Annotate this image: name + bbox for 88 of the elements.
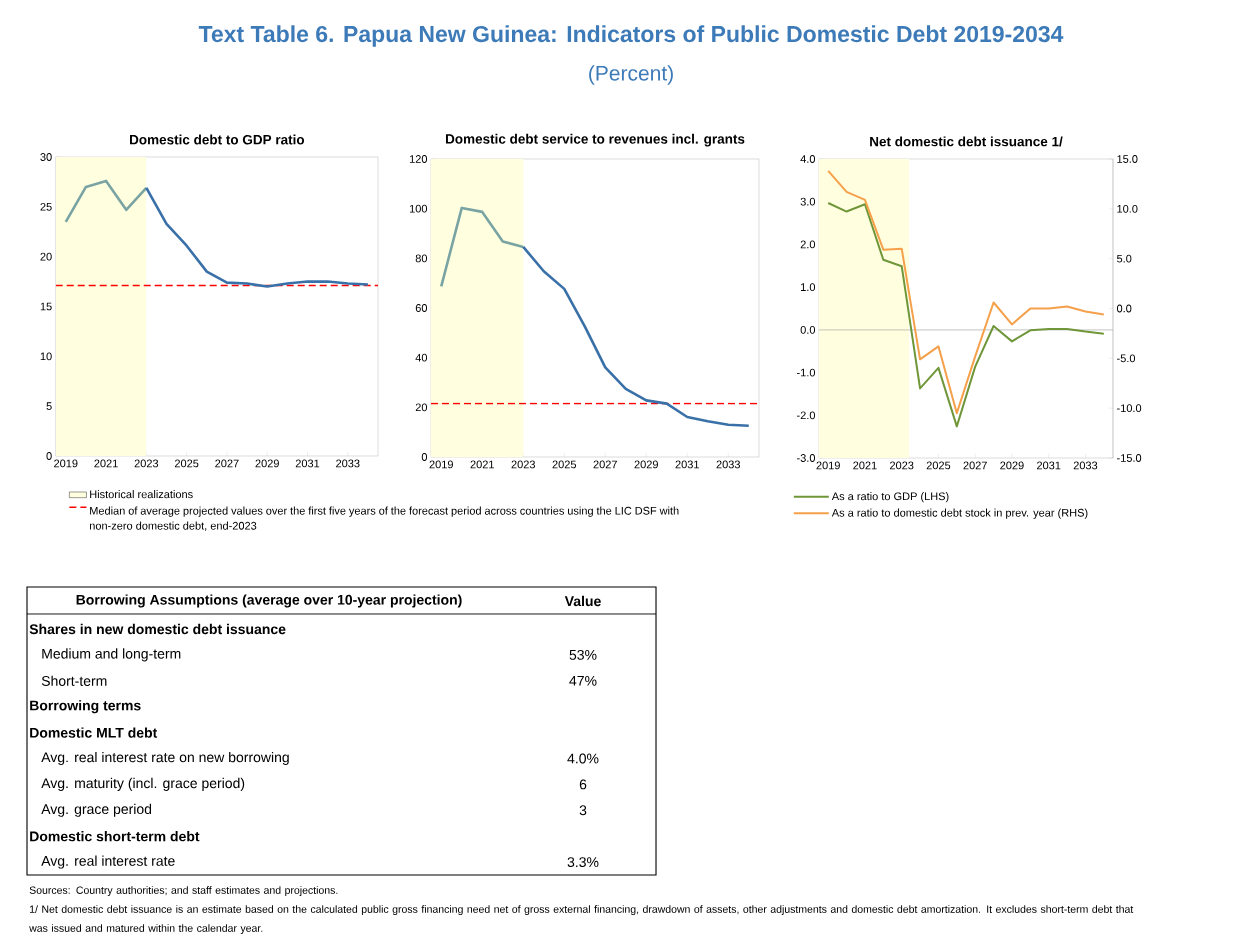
y-tick-label: -2.0 bbox=[797, 411, 816, 420]
x-tick-label: 2033 bbox=[1073, 461, 1098, 470]
text: Text Table 6. Papua New Guinea: Indicators of Public Domestic Debt 2019-2034 bbox=[198, 25, 1064, 47]
y2-tick-label: 10.0 bbox=[1117, 204, 1138, 213]
text: 4.0% bbox=[567, 753, 599, 764]
text: Value bbox=[564, 595, 601, 607]
text: 47% bbox=[569, 675, 597, 686]
y-tick-label: 80 bbox=[415, 254, 428, 263]
y-tick-label: 30 bbox=[40, 153, 52, 161]
y-tick-label: -3.0 bbox=[797, 454, 816, 462]
x-tick-label: 2019 bbox=[816, 461, 840, 470]
chart-title: Domestic debt to GDP ratio bbox=[130, 134, 305, 145]
x-tick-label: 2021 bbox=[470, 460, 494, 469]
line-series bbox=[827, 201, 1105, 428]
category-label: Avg. maturity (incl. grace period) bbox=[41, 777, 245, 791]
x-tick-label: 2029 bbox=[1000, 461, 1024, 470]
legend-label: As a ratio to domestic debt stock in prev. year (RHS) bbox=[831, 508, 1088, 519]
y-tick-label: 4.0 bbox=[800, 155, 816, 163]
line-series bbox=[145, 186, 370, 288]
line-series bbox=[521, 245, 751, 428]
y-tick-label: 15 bbox=[40, 302, 52, 311]
text: 1/ Net domestic debt issuance is an estimate based on the calculated public gross financing need net of gross external financing, drawdown of assets, other adjustments and domestic debt amortization. It excludes short-term debt that was issued and matured within the calendar year. bbox=[29, 905, 1134, 934]
x-tick-label: 2027 bbox=[215, 459, 239, 468]
y-tick-label: 60 bbox=[415, 304, 428, 312]
x-tick-label: 2023 bbox=[134, 459, 159, 468]
x-tick-label: 2031 bbox=[675, 460, 699, 469]
x-tick-label: 2021 bbox=[853, 461, 877, 470]
x-tick-label: 2031 bbox=[295, 459, 320, 468]
category-label: Domestic short-term debt bbox=[30, 831, 200, 842]
x-tick-label: 2031 bbox=[1037, 461, 1061, 470]
x-tick-label: 2021 bbox=[94, 459, 118, 468]
chart-title: Domestic debt service to revenues incl. grants bbox=[445, 133, 745, 147]
y2-tick-label: -5.0 bbox=[1117, 354, 1136, 363]
y-tick-label: 0 bbox=[421, 453, 428, 461]
line-series bbox=[439, 206, 525, 288]
y-tick-label: 3.0 bbox=[800, 197, 816, 206]
x-tick-label: 2027 bbox=[963, 461, 987, 470]
y-tick-label: 2.0 bbox=[800, 240, 816, 249]
x-tick-label: 2019 bbox=[429, 460, 453, 469]
legend-label: As a ratio to GDP (LHS) bbox=[831, 492, 949, 503]
x-tick-label: 2023 bbox=[890, 461, 914, 470]
x-tick-label: 2025 bbox=[174, 459, 199, 468]
line-series bbox=[64, 179, 148, 224]
y-tick-label: 25 bbox=[40, 202, 52, 211]
y2-tick-label: 5.0 bbox=[1116, 254, 1132, 263]
text: 6 bbox=[579, 779, 587, 790]
category-label: Avg. grace period bbox=[41, 803, 152, 817]
y-tick-label: -1.0 bbox=[797, 368, 816, 377]
x-tick-label: 2029 bbox=[255, 459, 279, 468]
source-note: Sources: Country authorities; and staff estimates and projections. bbox=[29, 886, 338, 896]
chart-title: Net domestic debt issuance 1/ bbox=[870, 136, 1063, 147]
line-series bbox=[827, 169, 1105, 415]
y-tick-label: 20 bbox=[415, 403, 428, 412]
text: 3 bbox=[579, 805, 587, 816]
y2-tick-label: -10.0 bbox=[1117, 404, 1142, 413]
text: 3.3% bbox=[567, 857, 599, 868]
text: (Percent) bbox=[589, 65, 673, 85]
x-tick-label: 2025 bbox=[926, 461, 951, 470]
category-label: Short-term bbox=[41, 675, 107, 686]
y-tick-label: 10 bbox=[40, 352, 52, 361]
x-tick-label: 2025 bbox=[552, 460, 577, 469]
y-tick-label: 40 bbox=[415, 353, 428, 362]
y2-tick-label: -15.0 bbox=[1117, 454, 1142, 462]
category-label: Domestic MLT debt bbox=[30, 727, 158, 738]
y-tick-label: 0.0 bbox=[800, 325, 816, 334]
y2-tick-label: 0.0 bbox=[1116, 304, 1132, 313]
text: 53% bbox=[569, 649, 597, 660]
x-tick-label: 2023 bbox=[511, 460, 535, 469]
legend-label: Historical realizations bbox=[90, 490, 193, 499]
y2-tick-label: 15.0 bbox=[1117, 155, 1138, 163]
y-tick-label: 1.0 bbox=[801, 283, 816, 292]
category-label: Shares in new domestic debt issuance bbox=[29, 623, 286, 635]
category-label: Avg. real interest rate on new borrowing bbox=[41, 751, 289, 766]
x-tick-label: 2027 bbox=[593, 460, 617, 469]
category-label: Avg. real interest rate bbox=[41, 855, 175, 869]
legend-label: Median of average projected values over the first five years of the forecast period across countries using the LIC DSF with non-zero domestic debt, end-2023 bbox=[89, 506, 679, 531]
y-tick-label: 120 bbox=[409, 155, 428, 163]
y-tick-label: 5 bbox=[46, 402, 52, 410]
y-tick-label: 100 bbox=[409, 204, 428, 213]
category-label: Borrowing terms bbox=[30, 700, 141, 714]
text: Borrowing Assumptions (average over 10-year projection) bbox=[76, 594, 462, 608]
x-tick-label: 2033 bbox=[716, 460, 740, 469]
category-label: Medium and long-term bbox=[42, 648, 181, 662]
x-tick-label: 2029 bbox=[634, 460, 658, 469]
x-tick-label: 2033 bbox=[336, 459, 360, 468]
x-tick-label: 2019 bbox=[54, 459, 78, 468]
y-tick-label: 20 bbox=[40, 252, 52, 261]
y-tick-label: 0 bbox=[46, 452, 52, 460]
